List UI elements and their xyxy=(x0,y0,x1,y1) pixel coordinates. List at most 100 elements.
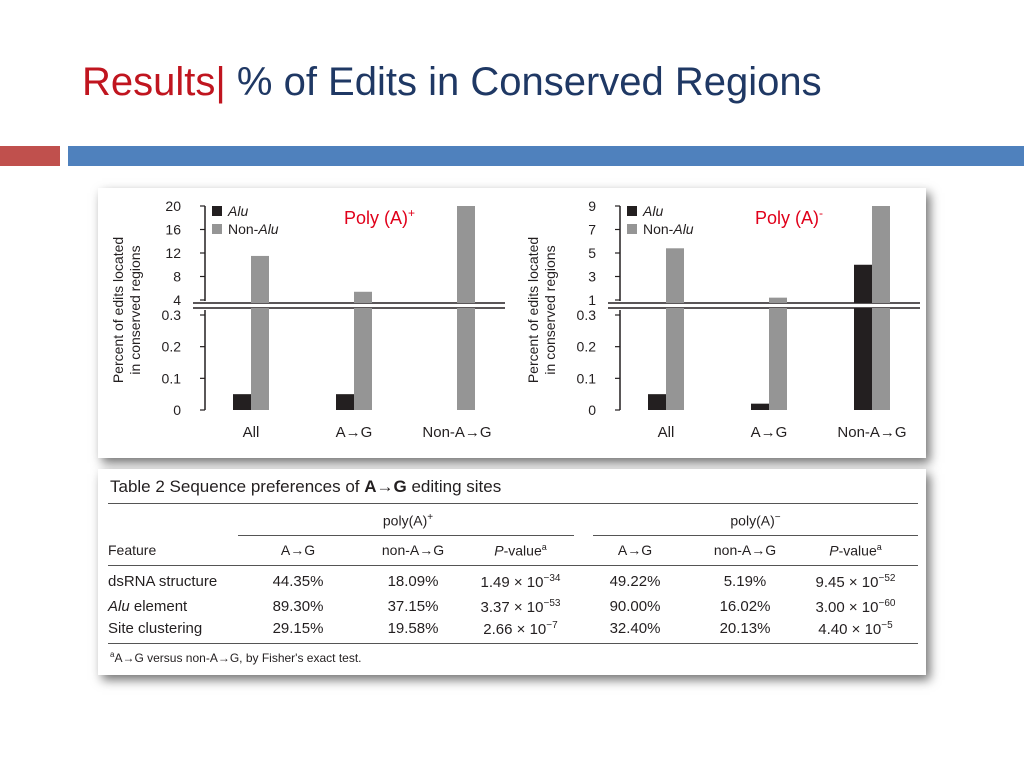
x-tick-label: A→G xyxy=(751,424,788,441)
y-tick-label: 12 xyxy=(165,245,181,261)
cell-minus-ag: 90.00% xyxy=(609,598,661,615)
col-header-plus-nonag: non-A→G xyxy=(381,542,445,558)
table-footnote: aA→G versus non-A→G, by Fisher's exact t… xyxy=(110,650,362,665)
y-tick-label: 0.1 xyxy=(162,370,182,386)
x-tick-label: All xyxy=(243,424,260,441)
table-bottom-rule xyxy=(108,643,918,644)
bar-non-alu-lower xyxy=(354,308,372,410)
bar-non-alu-lower xyxy=(251,308,269,410)
legend-swatch-alu xyxy=(212,206,222,216)
table-panel: Table 2 Sequence preferences of A→G edit… xyxy=(98,469,926,675)
cell-plus-nonag: 18.09% xyxy=(387,573,439,590)
bar-non-alu-lower xyxy=(666,308,684,410)
cell-minus-pvalue: 9.45 × 10−52 xyxy=(815,573,896,591)
y-tick-label: 3 xyxy=(588,269,596,285)
cell-plus-ag: 44.35% xyxy=(272,573,324,590)
table-top-rule xyxy=(108,503,918,504)
cell-plus-ag: 29.15% xyxy=(272,620,324,637)
group-rule-minus xyxy=(593,535,918,536)
bar-alu xyxy=(648,394,666,410)
cell-plus-pvalue: 3.37 × 10−53 xyxy=(480,598,561,616)
legend-label-non-alu: Non-Alu xyxy=(643,221,694,237)
chart-1: 0 0.1 0.2 0.34 8 12 16 20 Percent of edits locat… xyxy=(110,198,506,441)
y-tick-label: 1 xyxy=(588,292,596,308)
cell-minus-ag: 49.22% xyxy=(609,573,661,590)
cell-plus-ag: 89.30% xyxy=(272,598,324,615)
group-header-poly-plus: poly(A)+ xyxy=(382,512,434,529)
cell-plus-pvalue: 2.66 × 10−7 xyxy=(483,620,558,638)
bar-non-alu-upper xyxy=(872,206,890,303)
col-header-minus-ag: A→G xyxy=(617,542,653,558)
y-tick-label: 5 xyxy=(588,245,596,261)
header-rule xyxy=(108,565,918,566)
slide-title: Results| % of Edits in Conserved Regions xyxy=(82,52,822,112)
bar-charts: 0 0.1 0.2 0.3 4 8 12 16 20 Percent of edits locat… xyxy=(110,198,921,441)
bar-non-alu-upper xyxy=(354,291,372,303)
legend-swatch-alu xyxy=(627,206,637,216)
bar-alu xyxy=(336,394,354,410)
bar-non-alu-upper xyxy=(666,248,684,303)
y-axis-label: Percent of edits located xyxy=(525,237,541,383)
y-tick-label: 8 xyxy=(173,269,181,285)
bar-alu-upper xyxy=(854,264,872,303)
y-tick-label: 0 xyxy=(173,402,181,418)
row-feature: Alu element xyxy=(108,598,188,615)
legend-label-alu: Alu xyxy=(227,203,248,219)
bar-non-alu-upper xyxy=(251,255,269,303)
axis-break-gap xyxy=(621,304,921,307)
legend-swatch-non-alu xyxy=(627,224,637,234)
group-header-poly-minus: poly(A)− xyxy=(730,512,781,529)
bar-alu xyxy=(751,403,769,410)
feature-header: Feature xyxy=(108,542,157,558)
y-tick-label: 0.2 xyxy=(577,339,597,355)
cell-minus-nonag: 5.19% xyxy=(723,573,767,590)
y-axis-label: Percent of edits located xyxy=(110,237,126,383)
bar-non-alu-lower xyxy=(457,308,475,410)
figure-panel: 0 0.1 0.2 0.3 4 8 12 16 20 Percent of edits locat… xyxy=(98,188,926,458)
y-tick-label: 0.3 xyxy=(577,307,597,323)
x-tick-label: Non-A→G xyxy=(422,424,491,441)
bar-non-alu-upper xyxy=(769,297,787,303)
col-header-minus-nonag: non-A→G xyxy=(713,542,777,558)
y-tick-label: 0 xyxy=(588,402,596,418)
col-header-plus-pvalue: P-valuea xyxy=(494,542,547,559)
table-title-bold: A→G xyxy=(364,477,407,496)
y-tick-label: 7 xyxy=(588,222,596,238)
y-tick-label: 4 xyxy=(173,292,181,308)
y-tick-label: 20 xyxy=(165,198,181,214)
cell-plus-nonag: 37.15% xyxy=(387,598,439,615)
col-header-minus-pvalue: P-valuea xyxy=(829,542,882,559)
group-rule-plus xyxy=(238,535,574,536)
bar-alu xyxy=(233,394,251,410)
bar-non-alu-lower xyxy=(769,308,787,410)
cell-minus-nonag: 16.02% xyxy=(719,598,771,615)
cell-plus-pvalue: 1.49 × 10−34 xyxy=(480,573,561,591)
legend-label-non-alu: Non-Alu xyxy=(228,221,279,237)
cell-minus-nonag: 20.13% xyxy=(719,620,771,637)
cell-minus-pvalue: 3.00 × 10−60 xyxy=(815,598,896,616)
table-title: Table 2 Sequence preferences of A→G edit… xyxy=(110,477,502,496)
row-feature: dsRNA structure xyxy=(108,573,218,590)
slide-title-accent: Results| xyxy=(82,60,226,104)
bar-non-alu-lower xyxy=(872,308,890,410)
legend-label-alu: Alu xyxy=(642,203,663,219)
y-axis-label: in conserved regions xyxy=(127,245,143,374)
axis-break-gap xyxy=(206,304,506,307)
panel-label: Poly (A)- xyxy=(755,206,823,228)
y-tick-label: 16 xyxy=(165,222,181,238)
chart-2: 0 0.1 0.2 0.31 3 5 7 9 Percent of edits located i… xyxy=(525,198,921,441)
slide-title-main: % of Edits in Conserved Regions xyxy=(225,60,822,104)
cell-minus-ag: 32.40% xyxy=(609,620,661,637)
cell-minus-pvalue: 4.40 × 10−5 xyxy=(818,620,893,638)
y-axis-label: in conserved regions xyxy=(542,245,558,374)
legend-swatch-non-alu xyxy=(212,224,222,234)
bar-alu-lower xyxy=(854,308,872,410)
title-band-red xyxy=(0,146,60,166)
x-tick-label: Non-A→G xyxy=(837,424,906,441)
y-tick-label: 9 xyxy=(588,198,596,214)
title-band-blue xyxy=(68,146,1024,166)
y-tick-label: 0.1 xyxy=(577,370,597,386)
panel-label: Poly (A)+ xyxy=(344,206,415,228)
y-tick-label: 0.2 xyxy=(162,339,182,355)
x-tick-label: All xyxy=(658,424,675,441)
